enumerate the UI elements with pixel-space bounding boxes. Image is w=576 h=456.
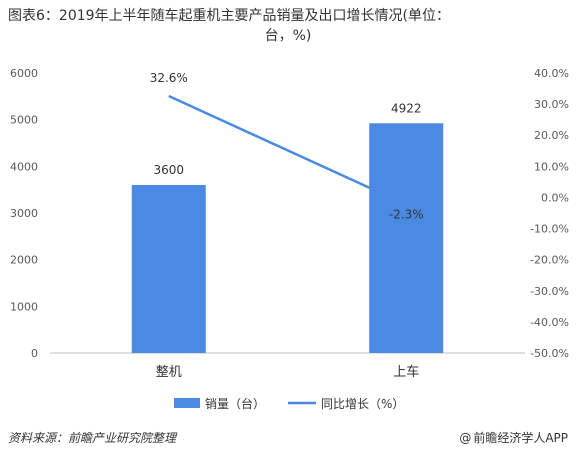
credit: @ 前瞻经济学人APP	[459, 429, 568, 446]
right-tick-label: -40.0%	[530, 316, 569, 329]
footer: 资料来源：前瞻产业研究院整理 @ 前瞻经济学人APP	[8, 427, 568, 449]
line-series: 32.6% -2.3%	[150, 71, 424, 222]
legend: 销量（台） 同比增长（%）	[174, 396, 404, 411]
source-note: 资料来源：前瞻产业研究院整理	[8, 431, 177, 445]
left-tick-label: 1000	[10, 300, 38, 313]
bar	[369, 123, 444, 353]
bar-value-label: 3600	[153, 163, 184, 177]
x-axis-categories: 整机 上车	[156, 364, 420, 380]
legend-bar-swatch	[174, 398, 200, 408]
bars: 3600 4922	[131, 101, 444, 353]
chart-title-line-2: 台，%)	[264, 28, 312, 44]
left-tick-label: 3000	[10, 207, 38, 220]
category-label: 整机	[156, 365, 182, 380]
left-tick-label: 2000	[10, 254, 38, 267]
left-axis-ticks: 0 1000 2000 3000 4000 5000 6000	[10, 67, 38, 360]
at-icon: @	[459, 431, 472, 445]
left-tick-label: 4000	[10, 160, 38, 173]
line-value-label: 32.6%	[150, 71, 188, 85]
bar	[131, 185, 206, 353]
right-tick-label: -10.0%	[530, 223, 569, 236]
right-tick-label: 20.0%	[534, 129, 569, 142]
chart-title: 图表6：2019年上半年随车起重机主要产品销量及出口增长情况(单位： 台，%)	[8, 6, 568, 46]
right-tick-label: 0.0%	[541, 191, 569, 204]
left-tick-label: 5000	[10, 114, 38, 127]
right-tick-label: 40.0%	[534, 67, 569, 80]
bar-value-label: 4922	[391, 101, 422, 115]
category-label: 上车	[393, 364, 419, 380]
right-axis-ticks: -50.0% -40.0% -30.0% -20.0% -10.0% 0.0% 10.0% 2…	[530, 67, 569, 360]
right-tick-label: 30.0%	[534, 98, 569, 111]
left-tick-label: 6000	[10, 67, 38, 80]
right-tick-label: -20.0%	[530, 254, 569, 267]
right-tick-label: -30.0%	[530, 285, 569, 298]
line-value-label: -2.3%	[389, 208, 424, 222]
chart-title-line-1: 图表6：2019年上半年随车起重机主要产品销量及出口增长情况(单位：	[8, 8, 450, 24]
right-tick-label: 10.0%	[534, 160, 569, 173]
legend-line-label: 同比增长（%）	[321, 397, 404, 411]
left-tick-label: 0	[31, 347, 38, 360]
right-tick-label: -50.0%	[530, 347, 569, 360]
growth-line	[168, 94, 407, 206]
credit-text: 前瞻经济学人APP	[473, 431, 568, 445]
legend-bar-label: 销量（台）	[205, 396, 265, 411]
